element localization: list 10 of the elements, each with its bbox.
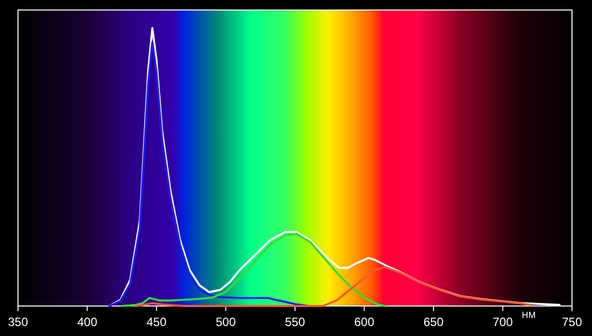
x-tick-label: 550	[284, 315, 306, 329]
x-axis-title: НМ	[522, 310, 536, 320]
x-tick-label: 750	[562, 315, 582, 329]
x-tick-label: 500	[216, 315, 236, 329]
x-tick-label: 450	[146, 315, 167, 329]
x-tick-label: 650	[423, 315, 444, 329]
x-tick-label: 700	[492, 315, 514, 329]
x-tick-label: 350	[8, 315, 28, 329]
x-tick-label: 400	[77, 315, 98, 329]
x-tick-label: 600	[354, 315, 375, 329]
